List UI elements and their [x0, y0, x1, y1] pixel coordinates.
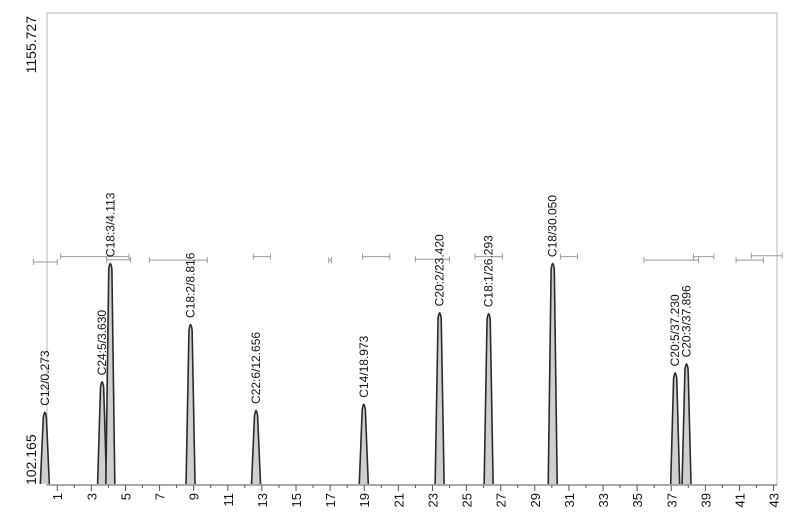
x-tick-label: 9 — [187, 493, 202, 500]
x-tick-label: 23 — [425, 493, 440, 507]
plot-frame — [46, 12, 778, 486]
error-bar — [750, 252, 783, 259]
error-bar — [735, 257, 764, 264]
peak-trace — [669, 372, 681, 485]
y-min-label: 102.165 — [23, 434, 39, 485]
error-bar — [474, 253, 503, 260]
peak-label: C12/0.273 — [38, 350, 52, 406]
x-tick-label: 39 — [698, 493, 713, 507]
peak-trace — [105, 262, 116, 485]
peak-label: C20:2/23.420 — [433, 234, 447, 306]
x-tick-label: 3 — [84, 493, 99, 500]
x-tick-label: 15 — [289, 493, 304, 507]
peak-trace — [434, 312, 445, 485]
peak-label: C18/30.050 — [546, 195, 560, 257]
x-tick-label: 33 — [596, 493, 611, 507]
x-tick-label: 13 — [255, 493, 270, 507]
peak-label: C24:5/3.630 — [95, 310, 109, 376]
peak-trace — [185, 323, 196, 485]
error-bar — [106, 256, 132, 263]
error-bar — [692, 253, 715, 260]
peak-trace — [547, 262, 559, 485]
error-bar — [32, 258, 58, 265]
peak-trace — [681, 363, 692, 485]
peak-trace — [39, 411, 51, 485]
x-tick-label: 17 — [323, 493, 338, 507]
x-tick-label: 43 — [767, 493, 782, 507]
error-bar — [414, 256, 451, 263]
error-bar — [252, 253, 271, 260]
peak-label: C22:6/12.656 — [249, 332, 263, 404]
x-tick-label: 21 — [391, 493, 406, 507]
error-bar — [362, 253, 391, 260]
error-bar — [328, 257, 332, 264]
peak-label: C18:1/26.293 — [482, 235, 496, 307]
peak-group — [39, 262, 692, 485]
peak-label: C14/18.973 — [357, 335, 371, 397]
peak-label: C20:3/37.896 — [680, 285, 694, 357]
y-max-label: 1155.727 — [23, 16, 39, 74]
x-tick-label: 27 — [494, 493, 509, 507]
peak-trace — [358, 403, 370, 485]
peak-trace — [250, 409, 262, 485]
error-bar — [60, 253, 130, 260]
peak-label-group: C12/0.273 C24:5/3.630 C18:3/4.113 C18:2/8.8… — [38, 192, 694, 406]
x-tick-label: 25 — [460, 493, 475, 507]
x-tick-label: 1 — [50, 493, 65, 500]
x-tick-label: 29 — [528, 493, 543, 507]
peak-label: C20:5/37.230 — [668, 294, 682, 366]
error-bar — [559, 253, 578, 260]
x-tick-label: 41 — [732, 493, 747, 507]
peak-trace — [96, 381, 108, 485]
error-bar-group — [32, 252, 783, 265]
x-axis: 1 3 5 7 9 11 13 15 17 19 21 23 25 27 29 31 33 35 37 39 41 43 — [47, 484, 782, 507]
x-tick-label: 37 — [664, 493, 679, 507]
x-tick-label: 19 — [357, 493, 372, 507]
x-tick-label: 11 — [221, 493, 236, 507]
error-bar — [148, 257, 208, 264]
peak-label: C18:2/8.816 — [184, 252, 198, 318]
error-bar — [643, 257, 700, 264]
peak-label: C18:3/4.113 — [103, 192, 117, 257]
peak-trace — [483, 312, 494, 485]
x-tick-label: 7 — [153, 493, 168, 500]
x-tick-label: 5 — [118, 493, 133, 500]
x-tick-label: 31 — [562, 493, 577, 507]
x-tick-label: 35 — [630, 493, 645, 507]
